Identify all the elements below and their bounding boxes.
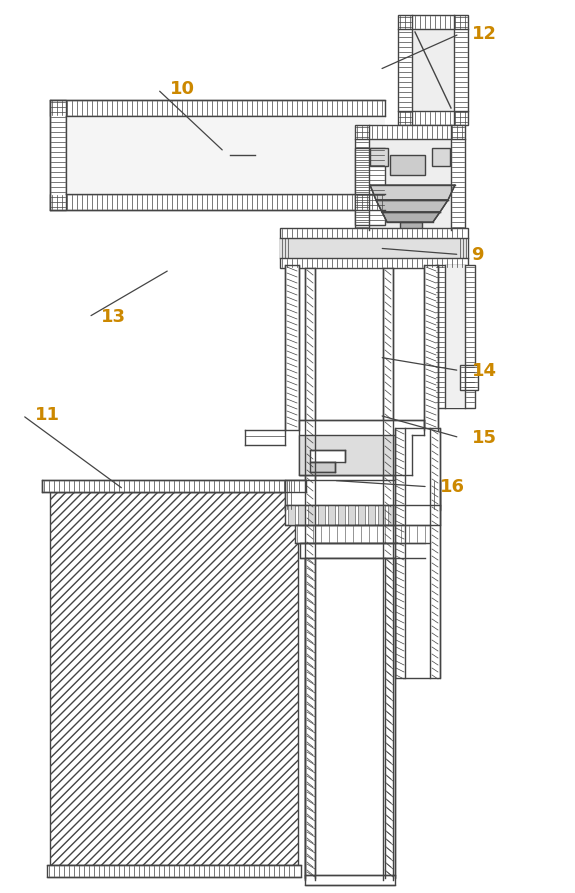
- Bar: [298, 505, 305, 525]
- Bar: [390, 155, 425, 175]
- Bar: [368, 505, 375, 525]
- Bar: [66, 116, 385, 194]
- Bar: [42, 480, 306, 492]
- Text: 15: 15: [472, 429, 496, 446]
- Polygon shape: [370, 185, 455, 200]
- Bar: [412, 29, 454, 111]
- Bar: [432, 148, 450, 166]
- Bar: [288, 505, 295, 525]
- Bar: [338, 505, 345, 525]
- Bar: [370, 148, 388, 166]
- Bar: [280, 238, 468, 258]
- Bar: [358, 505, 365, 525]
- Bar: [378, 505, 385, 525]
- Bar: [355, 125, 465, 230]
- Polygon shape: [50, 100, 385, 116]
- Text: 14: 14: [472, 362, 496, 380]
- Bar: [460, 365, 478, 390]
- Bar: [369, 139, 451, 230]
- Polygon shape: [285, 265, 299, 430]
- Bar: [408, 505, 415, 525]
- Text: 16: 16: [440, 478, 465, 496]
- Bar: [405, 230, 417, 236]
- Bar: [418, 505, 425, 525]
- Polygon shape: [305, 268, 315, 880]
- Bar: [388, 505, 395, 525]
- Bar: [435, 265, 475, 408]
- Polygon shape: [50, 492, 298, 865]
- Bar: [400, 222, 422, 230]
- Polygon shape: [50, 100, 66, 210]
- Polygon shape: [299, 420, 424, 475]
- Polygon shape: [50, 194, 385, 210]
- Bar: [445, 265, 465, 408]
- Bar: [300, 543, 425, 558]
- Polygon shape: [355, 148, 385, 225]
- Bar: [398, 15, 468, 125]
- Polygon shape: [376, 200, 448, 212]
- Bar: [295, 525, 430, 543]
- Bar: [308, 505, 315, 525]
- Bar: [47, 865, 301, 877]
- Bar: [285, 505, 440, 525]
- Polygon shape: [424, 265, 438, 430]
- Text: 12: 12: [472, 25, 496, 43]
- Text: 13: 13: [101, 308, 125, 326]
- Text: 11: 11: [34, 406, 59, 424]
- Bar: [305, 558, 395, 878]
- Bar: [310, 462, 335, 472]
- Polygon shape: [299, 435, 412, 475]
- Bar: [328, 505, 335, 525]
- Bar: [305, 875, 395, 885]
- Bar: [428, 505, 435, 525]
- Bar: [398, 505, 405, 525]
- Text: 9: 9: [472, 246, 484, 263]
- Bar: [348, 505, 355, 525]
- Bar: [318, 505, 325, 525]
- Text: 10: 10: [170, 80, 194, 98]
- Bar: [285, 480, 440, 510]
- Bar: [280, 228, 468, 268]
- Polygon shape: [383, 268, 393, 880]
- Bar: [395, 428, 440, 678]
- Polygon shape: [382, 212, 440, 222]
- Bar: [310, 450, 345, 462]
